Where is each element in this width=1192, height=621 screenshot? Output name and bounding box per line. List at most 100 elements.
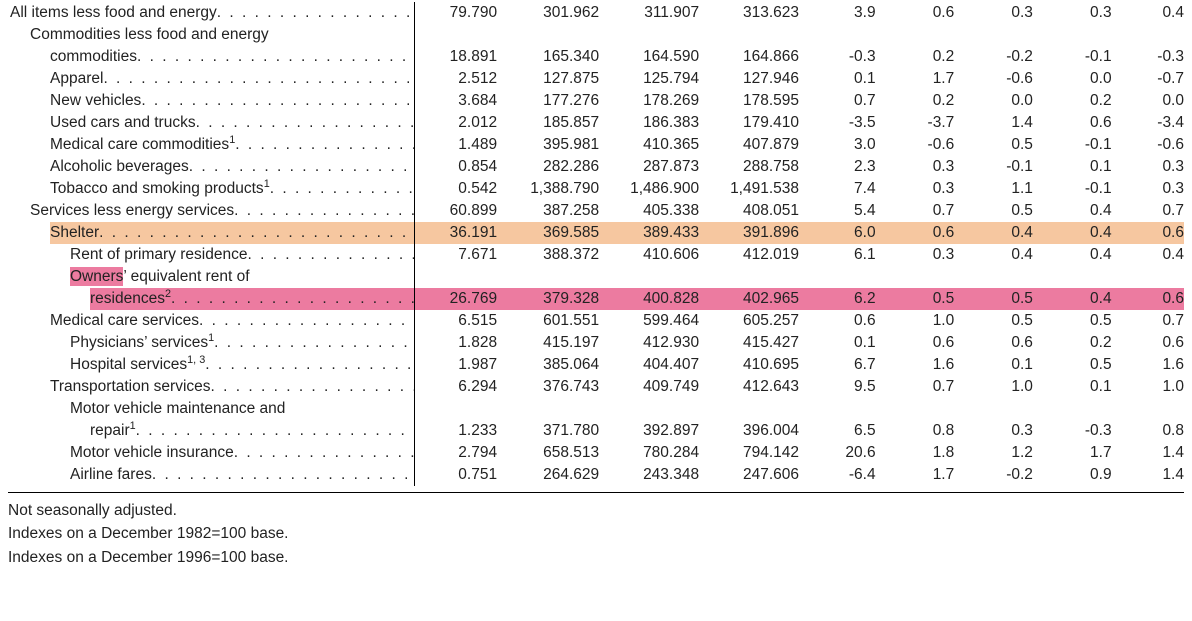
cell-value — [599, 398, 699, 420]
cell-value: 60.899 — [414, 200, 497, 222]
cell-value — [599, 266, 699, 288]
row-label: Medical care commodities1 — [8, 134, 414, 156]
row-label-text: Tobacco and smoking products1 — [50, 178, 270, 200]
cell-value: 26.769 — [414, 288, 497, 310]
cell-value: -0.7 — [1112, 68, 1184, 90]
cell-value: -0.3 — [1033, 420, 1112, 442]
cell-value: 0.751 — [414, 464, 497, 486]
table-row: Services less energy services60.899387.2… — [8, 200, 1184, 222]
row-label-text: All items less food and energy — [10, 2, 217, 24]
cell-value: 408.051 — [699, 200, 799, 222]
row-label-text: Used cars and trucks — [50, 112, 196, 134]
cell-value: 0.854 — [414, 156, 497, 178]
dot-leader — [103, 68, 413, 90]
table-row: Shelter36.191369.585389.433391.8966.00.6… — [8, 222, 1184, 244]
row-label: Tobacco and smoking products1 — [8, 178, 414, 200]
cell-value: 6.1 — [799, 244, 876, 266]
table-row: Airline fares0.751264.629243.348247.606-… — [8, 464, 1184, 486]
cell-value: 0.4 — [1112, 244, 1184, 266]
cell-value: 3.9 — [799, 2, 876, 24]
cell-value: 6.294 — [414, 376, 497, 398]
cell-value: 379.328 — [497, 288, 599, 310]
table-row: Used cars and trucks2.012185.857186.3831… — [8, 112, 1184, 134]
cell-value — [1112, 398, 1184, 420]
cell-value: 0.6 — [876, 332, 955, 354]
row-label-text: Owners’ equivalent rent of — [70, 266, 250, 288]
cell-value: 0.8 — [876, 420, 955, 442]
table-row: repair11.233371.780392.897396.0046.50.80… — [8, 420, 1184, 442]
row-label: repair1 — [8, 420, 414, 442]
cell-value: 0.0 — [954, 90, 1033, 112]
footnote-ref: 1, 3 — [187, 354, 205, 366]
cell-value: 6.5 — [799, 420, 876, 442]
row-label-text: Apparel — [50, 68, 103, 90]
cell-value: 369.585 — [497, 222, 599, 244]
dot-leader — [196, 112, 414, 134]
cell-value: 9.5 — [799, 376, 876, 398]
table-row: New vehicles3.684177.276178.269178.5950.… — [8, 90, 1184, 112]
cell-value: 1.4 — [1112, 442, 1184, 464]
cell-value: 0.7 — [799, 90, 876, 112]
cell-value: 0.6 — [954, 332, 1033, 354]
dot-leader — [214, 332, 414, 354]
cell-value: 79.790 — [414, 2, 497, 24]
cell-value: 0.5 — [1033, 310, 1112, 332]
cell-value: 0.4 — [1033, 200, 1112, 222]
cell-value: 2.512 — [414, 68, 497, 90]
row-label-text: Motor vehicle insurance — [70, 442, 234, 464]
row-label: commodities — [8, 46, 414, 68]
cell-value: 2.3 — [799, 156, 876, 178]
cell-value: 177.276 — [497, 90, 599, 112]
cell-value: 402.965 — [699, 288, 799, 310]
cell-value: 387.258 — [497, 200, 599, 222]
cell-value: -6.4 — [799, 464, 876, 486]
row-label-text: Rent of primary residence — [70, 244, 247, 266]
table-row: Motor vehicle maintenance and — [8, 398, 1184, 420]
dot-leader — [217, 2, 414, 24]
row-label: Rent of primary residence — [8, 244, 414, 266]
table-row: Physicians’ services11.828415.197412.930… — [8, 332, 1184, 354]
row-label-text: Hospital services1, 3 — [70, 354, 205, 376]
row-label: Shelter — [8, 222, 414, 244]
cell-value: 412.930 — [599, 332, 699, 354]
row-label-text: Motor vehicle maintenance and — [70, 398, 285, 420]
cell-value: 0.5 — [954, 288, 1033, 310]
cell-value: 6.515 — [414, 310, 497, 332]
cell-value: 601.551 — [497, 310, 599, 332]
cell-value: 0.3 — [954, 420, 1033, 442]
cell-value — [876, 398, 955, 420]
cell-value: 0.3 — [876, 156, 955, 178]
cell-value — [1112, 266, 1184, 288]
row-label-text: Physicians’ services1 — [70, 332, 214, 354]
cell-value — [414, 266, 497, 288]
cell-value: 0.6 — [1112, 288, 1184, 310]
cell-value: -0.1 — [954, 156, 1033, 178]
cell-value: 1.7 — [1033, 442, 1112, 464]
cell-value: 178.269 — [599, 90, 699, 112]
highlight-span: Owners — [70, 267, 123, 286]
cell-value: 287.873 — [599, 156, 699, 178]
cell-value — [1033, 266, 1112, 288]
cell-value: 164.590 — [599, 46, 699, 68]
row-label: Used cars and trucks — [8, 112, 414, 134]
row-label: Motor vehicle insurance — [8, 442, 414, 464]
cell-value: 247.606 — [699, 464, 799, 486]
cell-value: 1.233 — [414, 420, 497, 442]
cell-value — [876, 24, 955, 46]
dot-leader — [211, 376, 414, 398]
cell-value — [699, 398, 799, 420]
cell-value: 415.427 — [699, 332, 799, 354]
table-row: Alcoholic beverages0.854282.286287.87328… — [8, 156, 1184, 178]
cell-value: 0.1 — [1033, 376, 1112, 398]
row-label: New vehicles — [8, 90, 414, 112]
cell-value: 2.794 — [414, 442, 497, 464]
cell-value — [497, 266, 599, 288]
cell-value: 0.2 — [1033, 332, 1112, 354]
cell-value: 0.4 — [954, 244, 1033, 266]
cell-value: 1.7 — [876, 68, 955, 90]
cell-value: 164.866 — [699, 46, 799, 68]
footnotes: Not seasonally adjusted.Indexes on a Dec… — [8, 492, 1184, 569]
table-row: All items less food and energy79.790301.… — [8, 2, 1184, 24]
dot-leader — [234, 442, 414, 464]
cell-value: 388.372 — [497, 244, 599, 266]
